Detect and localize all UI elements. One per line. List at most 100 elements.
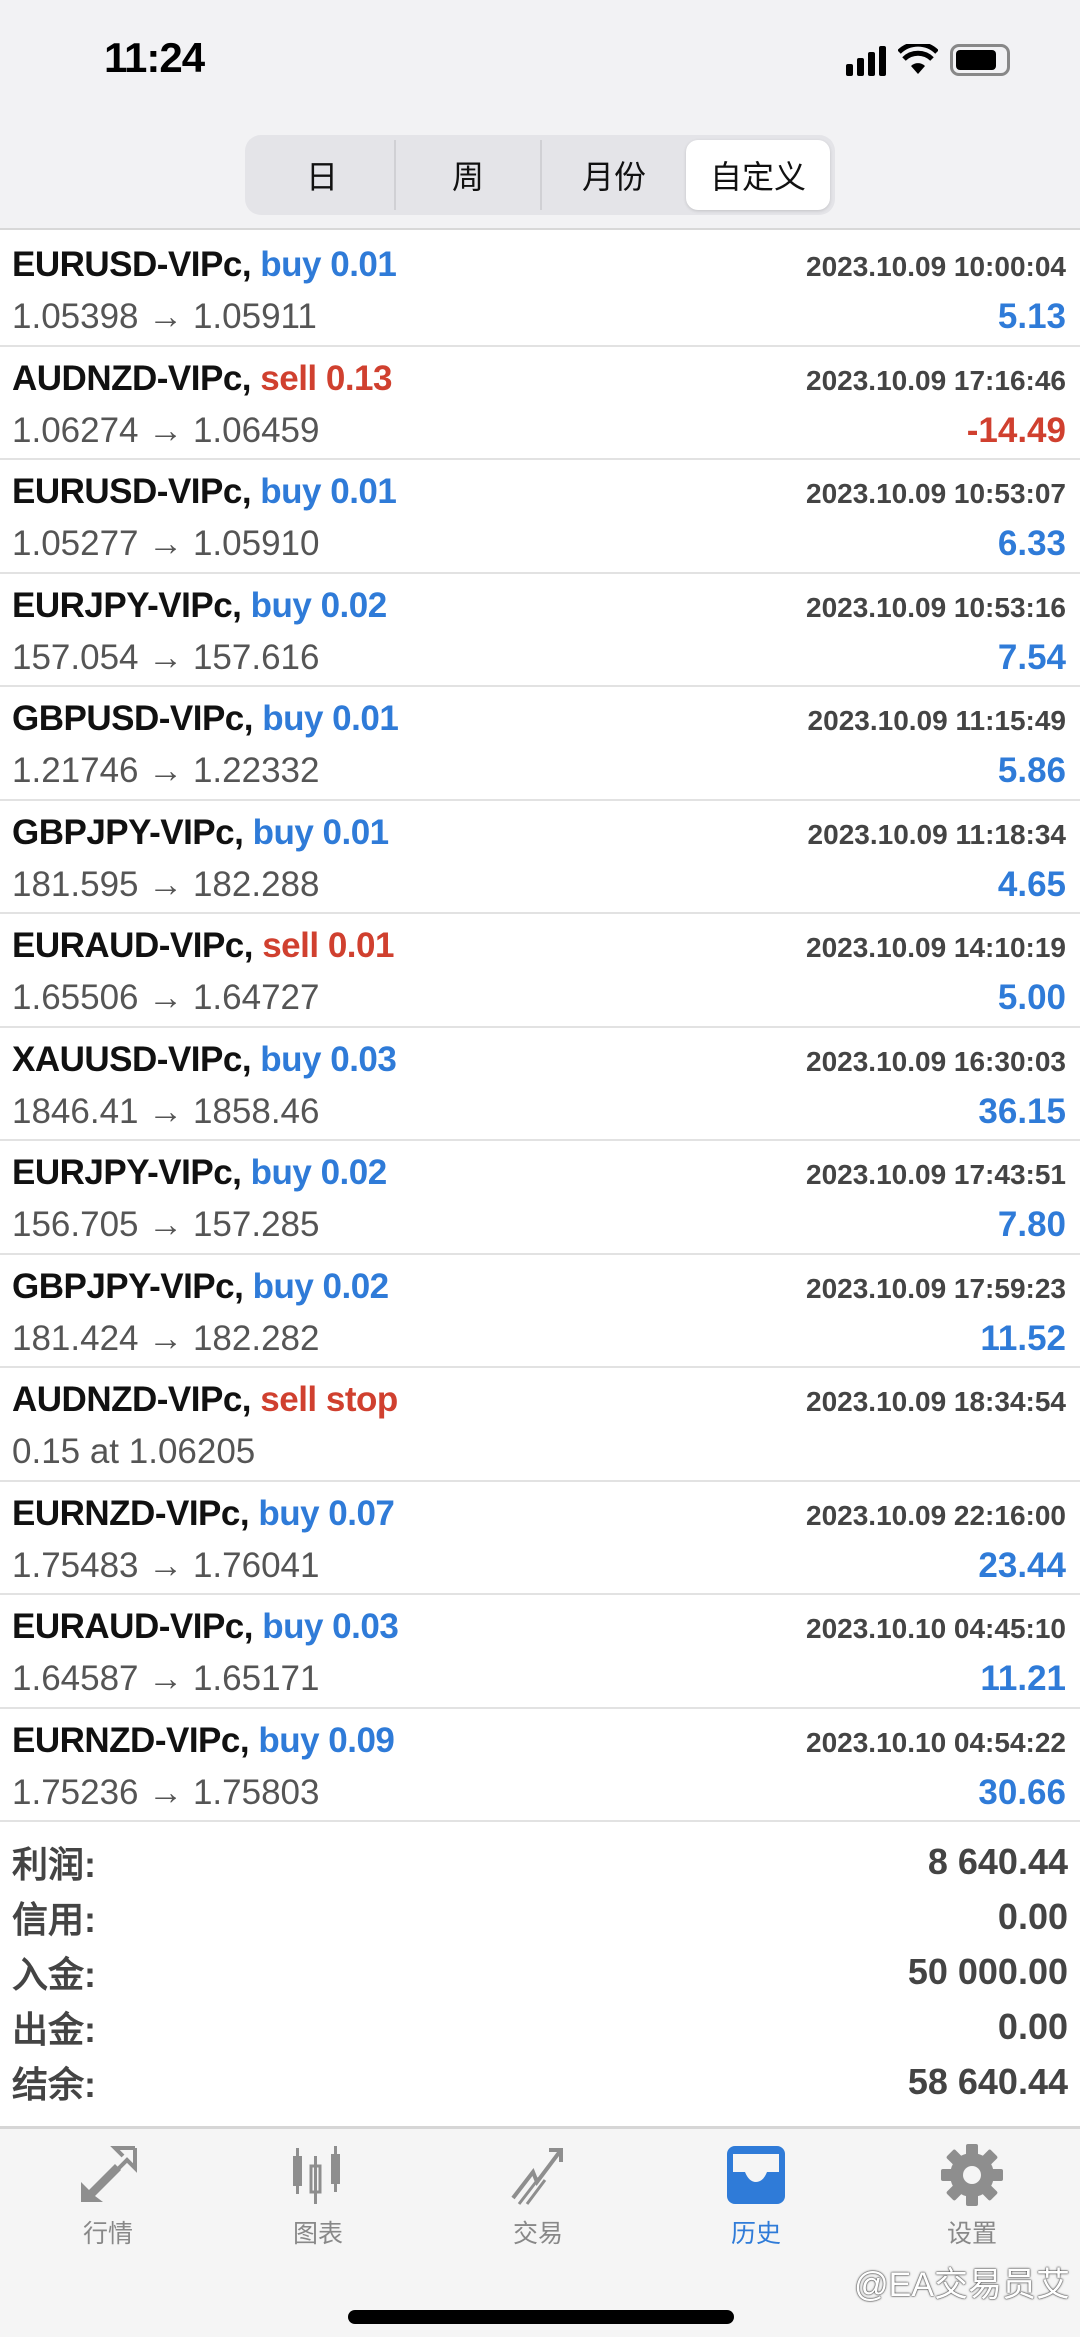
tab-label: 行情 bbox=[82, 2220, 133, 2248]
order-prices: 1.64587 → 1.65171 bbox=[12, 1659, 320, 1698]
order-profit: 4.65 bbox=[997, 864, 1066, 904]
order-prices: 1846.41 → 1858.46 bbox=[12, 1091, 320, 1131]
summary-label: 入金: bbox=[12, 1953, 96, 1995]
order-row[interactable]: EURUSD-VIPc, buy 0.01 2023.10.09 10:00:0… bbox=[0, 233, 1080, 347]
order-prices: 1.06274 → 1.06459 bbox=[12, 410, 320, 450]
order-prices: 1.65506 → 1.64727 bbox=[12, 978, 320, 1017]
order-symbol: AUDNZD-VIPc, bbox=[12, 358, 252, 398]
order-datetime: 2023.10.09 10:53:16 bbox=[806, 591, 1066, 623]
order-symbol: EURNZD-VIPc, bbox=[12, 1493, 250, 1533]
summary-value: 8 640.44 bbox=[927, 1840, 1068, 1882]
trade-trend-icon bbox=[468, 2139, 608, 2211]
order-row[interactable]: GBPUSD-VIPc, buy 0.01 2023.10.09 11:15:4… bbox=[0, 687, 1080, 801]
order-symbol: EURAUD-VIPc, bbox=[12, 926, 253, 965]
order-action: buy 0.02 bbox=[250, 1153, 388, 1192]
summary-value: 0.00 bbox=[997, 1895, 1068, 1937]
home-indicator[interactable] bbox=[348, 2310, 734, 2324]
summary-label: 结余: bbox=[12, 2063, 96, 2105]
order-prices: 181.424 → 182.282 bbox=[12, 1318, 320, 1358]
battery-icon bbox=[950, 44, 1010, 76]
summary-label: 信用: bbox=[12, 1898, 96, 1940]
order-symbol: EURUSD-VIPc, bbox=[12, 472, 252, 511]
order-row[interactable]: EURAUD-VIPc, buy 0.03 2023.10.10 04:45:1… bbox=[0, 1595, 1080, 1709]
order-symbol: EURJPY-VIPc, bbox=[12, 585, 242, 625]
summary-row: 入金: 50 000.00 bbox=[12, 1944, 1068, 1999]
summary-row: 信用: 0.00 bbox=[12, 1889, 1068, 1944]
segment-3[interactable]: 自定义 bbox=[686, 140, 830, 210]
order-row[interactable]: EURNZD-VIPc, buy 0.09 2023.10.10 04:54:2… bbox=[0, 1709, 1080, 1822]
order-action: sell 0.13 bbox=[260, 358, 392, 398]
tab-2[interactable]: 交易 bbox=[468, 2139, 608, 2249]
order-action: buy 0.02 bbox=[250, 585, 388, 625]
order-profit: 30.66 bbox=[978, 1772, 1066, 1812]
tab-3[interactable]: 历史 bbox=[686, 2139, 826, 2249]
order-row[interactable]: AUDNZD-VIPc, sell 0.13 2023.10.09 17:16:… bbox=[0, 347, 1080, 460]
segment-1[interactable]: 周 bbox=[396, 140, 542, 210]
order-row[interactable]: XAUUSD-VIPc, buy 0.03 2023.10.09 16:30:0… bbox=[0, 1028, 1080, 1141]
tab-label: 图表 bbox=[292, 2220, 343, 2248]
tab-0[interactable]: 行情 bbox=[38, 2139, 178, 2249]
tab-1[interactable]: 图表 bbox=[248, 2139, 388, 2249]
order-profit: 36.15 bbox=[978, 1091, 1066, 1131]
order-datetime: 2023.10.09 16:30:03 bbox=[806, 1045, 1066, 1077]
order-profit: 5.13 bbox=[997, 297, 1066, 336]
order-symbol: GBPJPY-VIPc, bbox=[12, 1266, 244, 1306]
order-prices: 1.05398 → 1.05911 bbox=[12, 297, 317, 336]
order-prices: 0.15 at 1.06205 bbox=[12, 1432, 256, 1471]
order-datetime: 2023.10.09 14:10:19 bbox=[806, 932, 1066, 963]
order-row[interactable]: GBPJPY-VIPc, buy 0.02 2023.10.09 17:59:2… bbox=[0, 1255, 1080, 1368]
order-profit: 11.52 bbox=[980, 1318, 1066, 1358]
summary-value: 0.00 bbox=[997, 2005, 1068, 2047]
tab-4[interactable]: 设置 bbox=[902, 2139, 1042, 2249]
summary-row: 出金: 0.00 bbox=[12, 1999, 1068, 2054]
segment-0[interactable]: 日 bbox=[250, 140, 396, 210]
order-profit: 5.00 bbox=[997, 978, 1066, 1017]
order-datetime: 2023.10.09 17:59:23 bbox=[806, 1272, 1066, 1304]
order-row[interactable]: EURUSD-VIPc, buy 0.01 2023.10.09 10:53:0… bbox=[0, 460, 1080, 574]
order-prices: 1.75236 → 1.75803 bbox=[12, 1772, 320, 1812]
order-action: buy 0.07 bbox=[258, 1493, 395, 1533]
order-datetime: 2023.10.10 04:54:22 bbox=[806, 1726, 1066, 1758]
order-row[interactable]: GBPJPY-VIPc, buy 0.01 2023.10.09 11:18:3… bbox=[0, 801, 1080, 914]
summary-row: 结余: 58 640.44 bbox=[12, 2054, 1068, 2109]
order-datetime: 2023.10.10 04:45:10 bbox=[806, 1613, 1066, 1644]
tab-label: 交易 bbox=[512, 2220, 563, 2248]
order-row[interactable]: EURJPY-VIPc, buy 0.02 2023.10.09 17:43:5… bbox=[0, 1141, 1080, 1255]
status-time: 11:24 bbox=[104, 34, 205, 81]
order-prices: 1.21746 → 1.22332 bbox=[12, 751, 320, 790]
summary-row: 利润: 8 640.44 bbox=[12, 1834, 1068, 1889]
tab-label: 历史 bbox=[730, 2220, 781, 2248]
order-row[interactable]: AUDNZD-VIPc, sell stop 2023.10.09 18:34:… bbox=[0, 1368, 1080, 1482]
summary-label: 利润: bbox=[12, 1843, 96, 1885]
order-profit: -14.49 bbox=[966, 410, 1066, 450]
period-header: 日周 月份 自定义 bbox=[0, 130, 1080, 230]
tab-label: 设置 bbox=[946, 2220, 997, 2248]
order-prices: 1.05277 → 1.05910 bbox=[12, 524, 320, 563]
order-row[interactable]: EURNZD-VIPc, buy 0.07 2023.10.09 22:16:0… bbox=[0, 1482, 1080, 1595]
summary-value: 50 000.00 bbox=[907, 1950, 1068, 1992]
order-action: buy 0.01 bbox=[262, 699, 399, 738]
order-symbol: XAUUSD-VIPc, bbox=[12, 1039, 252, 1079]
gear-icon bbox=[902, 2139, 1042, 2211]
watermark: @EA交易员艾 bbox=[854, 2266, 1070, 2304]
order-datetime: 2023.10.09 10:53:07 bbox=[806, 478, 1066, 509]
summary-panel: 利润: 8 640.44 信用: 0.00 入金: 50 000.00 出金: 0.00 结余:… bbox=[0, 1824, 1080, 2126]
wifi-icon bbox=[898, 44, 938, 74]
order-prices: 157.054 → 157.616 bbox=[12, 637, 320, 677]
inbox-history-icon bbox=[686, 2139, 826, 2211]
order-action: buy 0.03 bbox=[260, 1039, 397, 1079]
order-action: buy 0.09 bbox=[258, 1720, 395, 1760]
status-bar: 11:24 bbox=[0, 0, 1080, 130]
period-segmented-control: 日周 月份 自定义 bbox=[245, 135, 835, 215]
order-row[interactable]: EURAUD-VIPc, sell 0.01 2023.10.09 14:10:… bbox=[0, 914, 1080, 1028]
arrows-icon bbox=[38, 2139, 178, 2211]
order-symbol: GBPUSD-VIPc, bbox=[12, 699, 254, 738]
order-profit: 23.44 bbox=[978, 1545, 1066, 1585]
order-profit: 11.21 bbox=[980, 1659, 1066, 1698]
order-action: buy 0.01 bbox=[252, 812, 390, 852]
signal-icon bbox=[846, 46, 886, 76]
summary-label: 出金: bbox=[12, 2008, 96, 2050]
segment-2[interactable]: 月份 bbox=[581, 159, 646, 195]
order-action: buy 0.03 bbox=[262, 1607, 399, 1646]
order-row[interactable]: EURJPY-VIPc, buy 0.02 2023.10.09 10:53:1… bbox=[0, 574, 1080, 687]
